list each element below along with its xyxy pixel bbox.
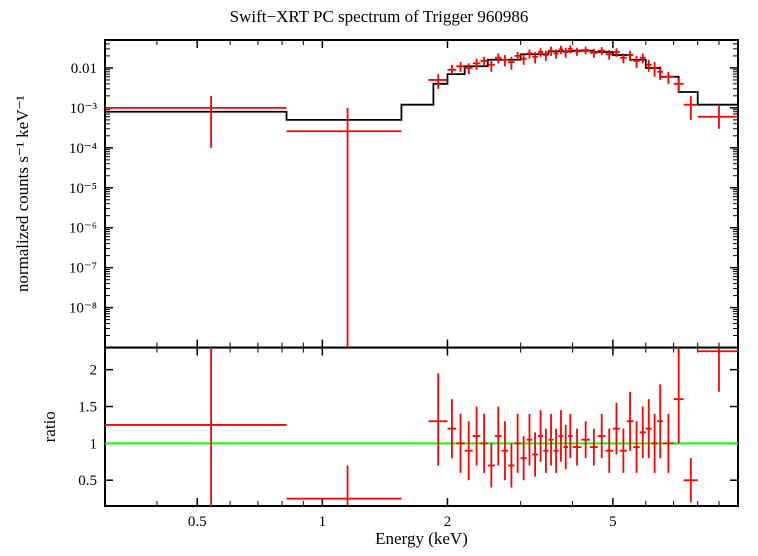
y-top-tick-label: 10⁻⁷	[69, 261, 97, 277]
y-top-tick-label: 0.01	[71, 61, 97, 77]
y-top-tick-label: 10⁻⁶	[69, 221, 97, 237]
y-bot-axis-label: ratio	[40, 411, 59, 442]
y-bot-tick-label: 2	[90, 363, 98, 379]
x-tick-label: 2	[444, 514, 452, 530]
data-points-top	[105, 45, 738, 347]
y-top-tick-label: 10⁻³	[70, 101, 98, 117]
chart-title: Swift−XRT PC spectrum of Trigger 960986	[230, 7, 529, 26]
y-top-tick-label: 10⁻⁵	[69, 181, 97, 197]
x-tick-label: 0.5	[188, 514, 207, 530]
top-panel-frame	[105, 40, 738, 348]
x-axis-label: Energy (keV)	[375, 529, 468, 548]
x-tick-label: 5	[609, 514, 617, 530]
y-bot-tick-label: 1.5	[78, 400, 97, 416]
spectrum-chart: Swift−XRT PC spectrum of Trigger 960986 0…	[0, 0, 758, 556]
x-tick-label: 1	[319, 514, 327, 530]
y-top-tick-label: 10⁻⁸	[69, 301, 97, 317]
data-points-bottom	[105, 348, 738, 506]
y-bot-tick-label: 1	[90, 436, 98, 452]
chart-svg: Swift−XRT PC spectrum of Trigger 960986 0…	[0, 0, 758, 556]
y-top-axis-label: normalized counts s⁻¹ keV⁻¹	[13, 95, 32, 292]
y-top-tick-label: 10⁻⁴	[69, 141, 97, 157]
y-bot-tick-label: 0.5	[78, 473, 97, 489]
